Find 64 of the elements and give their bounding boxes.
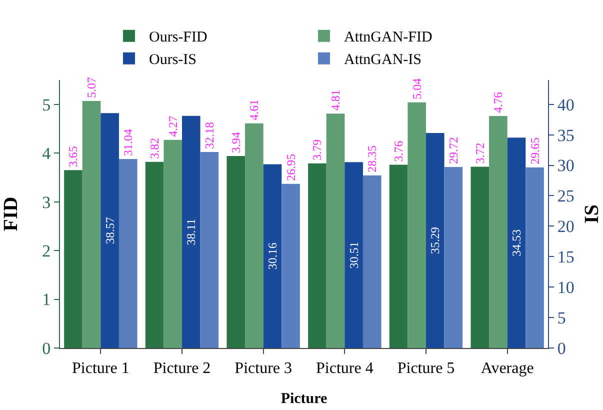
data-label: 4.81 [328,90,343,111]
y2-tick-label: 35 [557,126,574,145]
data-label: 30.51 [346,242,361,269]
x-tick-label: Picture 4 [316,360,374,378]
x-axis-title: Picture [280,391,328,407]
y-tick-label: 4 [42,144,52,164]
y-tick-label: 5 [42,95,51,114]
data-label: 38.11 [184,218,198,246]
bar [145,162,164,348]
y2-tick-label: 40 [557,95,574,114]
legend-label: Ours-FID [149,30,208,46]
bar [470,166,490,348]
y-axis-title: FID [0,196,22,232]
data-label: 5.07 [84,76,99,98]
data-label: 38.57 [102,217,117,244]
data-label: 4.27 [166,116,180,137]
bar [526,167,544,348]
data-label: 3.65 [66,146,80,168]
data-label: 28.35 [365,145,380,172]
legend-label: AttnGAN-FID [344,30,432,46]
y2-tick-label: 25 [557,186,574,206]
data-label: 26.95 [284,154,298,181]
bar [64,170,82,348]
data-label: 3.94 [228,132,243,154]
y-tick-label: 2 [42,242,51,260]
y2-axis-title: IS [581,204,603,224]
bar [444,166,463,348]
y-tick-label: 3 [42,192,51,212]
data-label: 29.72 [446,136,460,164]
y2-tick-label: 20 [557,217,574,236]
bar [362,175,382,348]
y2-tick-label: 0 [557,338,566,358]
y-tick-label: 0 [42,338,51,358]
bar [282,184,300,348]
y2-tick-label: 15 [557,248,574,267]
x-tick-label: Average [480,360,534,378]
data-label: 31.04 [121,128,136,156]
bar [118,158,138,348]
data-label: 29.65 [528,137,542,164]
data-label: 3.76 [392,140,406,162]
bar [308,163,326,348]
data-label: 32.18 [202,122,216,149]
x-tick-label: Picture 2 [153,360,211,378]
y2-tick-label: 5 [557,308,566,328]
data-label: 5.04 [410,78,424,100]
x-tick-label: Picture 3 [234,360,292,378]
x-tick-label: Picture 1 [72,360,130,378]
data-label: 35.29 [428,227,442,254]
y2-tick-label: 30 [557,156,574,176]
data-label: 3.79 [310,139,324,160]
bar [200,152,219,348]
data-label: 4.76 [491,92,506,114]
legend-label: AttnGAN-IS [344,52,422,68]
bar [226,156,246,348]
data-label: 4.61 [247,99,262,120]
data-label: 3.82 [148,138,162,159]
bar [389,164,408,348]
data-label: 3.72 [472,142,487,164]
legend-label: Ours-IS [149,52,196,68]
x-tick-label: Picture 5 [397,360,455,378]
data-label: 30.16 [265,242,280,270]
y-tick-label: 1 [42,290,51,310]
data-label: 34.53 [509,229,524,256]
y2-tick-label: 10 [557,278,574,298]
